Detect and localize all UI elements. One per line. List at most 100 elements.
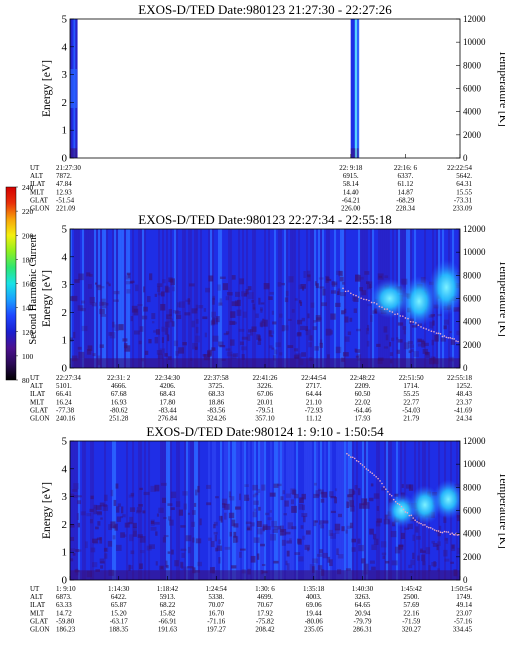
noise-speckle xyxy=(389,341,392,347)
noise-speckle xyxy=(437,313,442,317)
noise-speckle xyxy=(181,552,185,558)
noise-speckle xyxy=(211,347,216,351)
noise-speckle xyxy=(208,349,212,355)
noise-speckle xyxy=(412,534,415,542)
spectrum-strip xyxy=(270,441,273,580)
spectrum-strip xyxy=(364,229,367,368)
orbit-cell: 1:45:42 xyxy=(401,585,423,593)
spectrum-strip xyxy=(80,229,83,368)
noise-speckle xyxy=(321,491,328,498)
noise-speckle xyxy=(176,302,181,308)
spectrum-strip xyxy=(78,441,81,580)
temperature-point xyxy=(429,527,432,529)
noise-speckle xyxy=(241,336,248,340)
spectrum-strip xyxy=(292,229,295,368)
noise-speckle xyxy=(369,560,375,564)
temperature-point xyxy=(445,531,448,533)
orbit-cell: 1:14:30 xyxy=(108,585,130,593)
noise-speckle xyxy=(224,512,227,520)
noise-speckle xyxy=(70,337,74,342)
spectrum-strip xyxy=(356,441,359,580)
spectrum-strip xyxy=(250,441,253,580)
temperature-point xyxy=(404,317,407,319)
noise-speckle xyxy=(450,339,456,345)
spectrum-strip xyxy=(364,441,367,580)
temperature-point xyxy=(369,471,372,473)
noise-speckle xyxy=(121,506,124,514)
noise-speckle xyxy=(297,319,303,325)
noise-speckle xyxy=(341,526,345,532)
temperature-tick-label: 0 xyxy=(463,153,468,163)
noise-speckle xyxy=(138,504,143,507)
orbit-cell: 226.00 xyxy=(341,205,361,213)
noise-speckle xyxy=(347,331,352,336)
noise-speckle xyxy=(90,495,94,500)
noise-speckle xyxy=(295,353,302,359)
spectrum-strip xyxy=(218,441,221,580)
temperature-point xyxy=(422,327,425,329)
spectrum-strip xyxy=(182,441,185,580)
noise-speckle xyxy=(357,488,361,496)
spectrum-strip xyxy=(338,441,341,580)
noise-speckle xyxy=(420,550,426,553)
noise-speckle xyxy=(439,525,442,531)
noise-speckle xyxy=(269,534,276,541)
temperature-point xyxy=(439,531,442,534)
noise-speckle xyxy=(300,525,304,529)
noise-speckle xyxy=(396,349,400,354)
orbit-row-label: UT xyxy=(30,374,40,382)
enhancement-blob xyxy=(385,493,418,528)
noise-speckle xyxy=(369,528,374,535)
noise-speckle xyxy=(451,544,456,552)
noise-speckle xyxy=(422,561,426,566)
noise-speckle xyxy=(370,315,373,322)
spectrum-strip xyxy=(294,229,297,368)
orbit-cell: 4003. xyxy=(306,593,322,601)
temperature-point xyxy=(414,519,416,522)
noise-speckle xyxy=(99,502,105,507)
spectrum-strip xyxy=(108,441,111,580)
temperature-point xyxy=(454,534,456,536)
noise-speckle xyxy=(425,547,431,555)
orbit-cell: 69.06 xyxy=(306,601,322,609)
temperature-point xyxy=(371,472,374,475)
noise-speckle xyxy=(325,277,330,281)
panel-title: EXOS-D/TED Date:980123 21:27:30 - 22:27:… xyxy=(138,2,392,17)
noise-speckle xyxy=(257,341,262,345)
spectrum-strip xyxy=(102,441,105,580)
temperature-point xyxy=(410,514,413,517)
spectrum-strip xyxy=(184,229,187,368)
noise-speckle xyxy=(351,538,356,543)
noise-speckle xyxy=(443,325,447,330)
noise-speckle xyxy=(433,561,436,568)
spectrum-strip xyxy=(148,229,151,368)
noise-speckle xyxy=(235,291,240,297)
noise-speckle xyxy=(261,484,266,491)
colorbar: 80 100 120 140 160 180 200 220 240 Second Harmoni… xyxy=(5,183,39,385)
noise-speckle xyxy=(211,311,217,318)
noise-speckle xyxy=(292,489,297,495)
noise-speckle xyxy=(241,291,248,297)
energy-tick-label: 1 xyxy=(62,335,68,347)
noise-speckle xyxy=(250,555,256,563)
spectrum-strip xyxy=(340,441,343,580)
noise-speckle xyxy=(357,538,361,544)
noise-speckle xyxy=(308,357,313,361)
noise-speckle xyxy=(226,331,230,335)
spectrum-strip xyxy=(284,229,287,368)
noise-speckle xyxy=(149,273,153,281)
noise-speckle xyxy=(369,497,374,502)
spectrum-strip xyxy=(348,441,351,580)
spectrum-strip xyxy=(178,229,181,368)
noise-speckle xyxy=(93,504,97,509)
orbit-cell: 320.27 xyxy=(402,626,422,634)
panel-2: EXOS-D/TED Date:980123 22:27:34 - 22:55:… xyxy=(30,212,505,423)
noise-speckle xyxy=(321,302,327,307)
spectrum-strip xyxy=(144,229,147,368)
spectrum-strip xyxy=(86,441,89,580)
noise-speckle xyxy=(180,548,187,551)
noise-speckle xyxy=(222,503,226,508)
noise-speckle xyxy=(182,566,189,571)
spectrum-strip xyxy=(322,229,325,368)
noise-speckle xyxy=(275,342,281,348)
